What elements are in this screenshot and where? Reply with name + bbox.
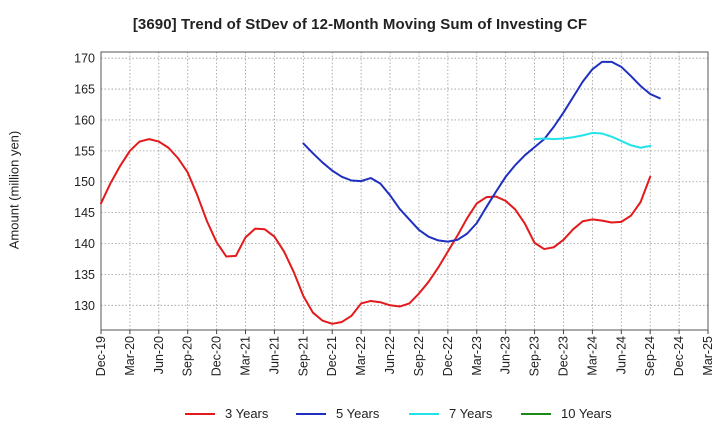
x-tick-label: Jun-23: [499, 336, 513, 374]
y-tick-label: 140: [74, 237, 95, 251]
legend: 3 Years 5 Years 7 Years 10 Years: [0, 406, 720, 426]
y-tick-label: 170: [74, 52, 95, 66]
x-tick-label: Jun-21: [267, 336, 281, 374]
x-tick-label: Jun-24: [614, 336, 628, 374]
y-tick-label: 165: [74, 83, 95, 97]
x-tick-label: Jun-20: [152, 336, 166, 374]
y-tick-label: 155: [74, 144, 95, 158]
x-tick-label: Mar-23: [470, 336, 484, 376]
legend-label-3-years: 3 Years: [225, 406, 269, 421]
x-tick-label: Sep-23: [528, 336, 542, 376]
series-line-5-years: [302, 60, 661, 243]
x-tick-label: Dec-24: [672, 336, 686, 376]
legend-label-5-years: 5 Years: [336, 406, 380, 421]
y-tick-label: 150: [74, 175, 95, 189]
x-tick-label: Mar-24: [585, 336, 599, 376]
legend-item-3-years: 3 Years: [185, 406, 268, 421]
x-tick-label: Sep-20: [181, 336, 195, 376]
legend-swatch-3-years: [185, 412, 215, 415]
x-tick-label: Mar-21: [239, 336, 253, 376]
chart-title: [3690] Trend of StDev of 12-Month Moving…: [132, 16, 588, 33]
legend-item-7-years: 7 Years: [409, 406, 492, 421]
y-tick-label: 130: [74, 299, 95, 313]
x-tick-label: Jun-22: [383, 336, 397, 374]
x-tick-label: Dec-23: [556, 336, 570, 376]
series-line-3-years: [100, 138, 652, 325]
x-tick-label: Mar-22: [354, 336, 368, 376]
legend-item-10-years: 10 Years: [521, 406, 612, 421]
x-tick-label: Mar-25: [701, 336, 715, 376]
legend-swatch-7-years: [409, 412, 439, 415]
y-tick-label: 160: [74, 113, 95, 127]
x-tick-label: Dec-22: [441, 336, 455, 376]
y-tick-label: 135: [74, 268, 95, 282]
legend-item-5-years: 5 Years: [296, 406, 379, 421]
legend-label-10-years: 10 Years: [561, 406, 612, 421]
legend-swatch-10-years: [521, 412, 551, 415]
legend-swatch-5-years: [296, 412, 326, 415]
series-line-7-years: [533, 131, 652, 149]
plot-area-frame: [100, 51, 709, 331]
x-tick-label: Sep-24: [643, 336, 657, 376]
y-tick-label: 145: [74, 206, 95, 220]
x-tick-label: Dec-21: [325, 336, 339, 376]
legend-label-7-years: 7 Years: [449, 406, 493, 421]
x-tick-label: Dec-20: [210, 336, 224, 376]
x-tick-label: Dec-19: [94, 336, 108, 376]
x-tick-label: Sep-22: [412, 336, 426, 376]
x-tick-label: Mar-20: [123, 336, 137, 376]
x-tick-label: Sep-21: [296, 336, 310, 376]
